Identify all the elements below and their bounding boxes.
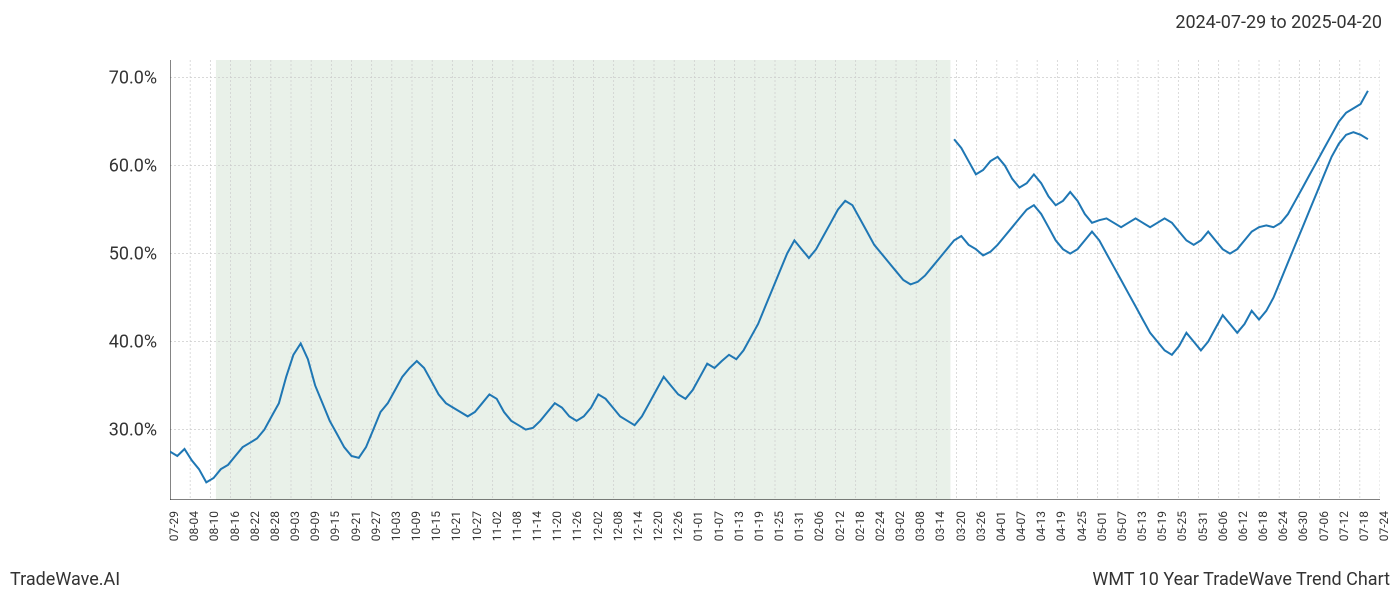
x-tick-label: 12-20 [651,511,665,541]
x-tick-label: 03-02 [893,511,907,541]
y-tick-label: 70.0% [109,67,157,88]
y-tick-label: 40.0% [109,331,157,352]
x-tick-label: 01-25 [772,511,786,541]
date-range-label: 2024-07-29 to 2025-04-20 [1175,12,1382,33]
x-tick-label: 06-18 [1256,511,1270,541]
x-tick-label: 06-12 [1236,511,1250,541]
x-tick-label: 12-14 [631,511,645,541]
footer-title: WMT 10 Year TradeWave Trend Chart [1092,569,1390,590]
x-tick-label: 05-25 [1175,511,1189,541]
x-tick-label: 11-26 [570,511,584,541]
x-tick-label: 03-14 [933,511,947,541]
chart-svg [170,60,1380,500]
x-tick-label: 05-31 [1196,511,1210,541]
x-tick-label: 02-06 [812,511,826,541]
x-tick-label: 05-07 [1115,511,1129,541]
x-tick-label: 02-12 [833,511,847,541]
x-tick-label: 01-07 [712,511,726,541]
x-tick-label: 12-08 [611,511,625,541]
x-tick-label: 08-22 [248,511,262,541]
x-tick-label: 08-04 [187,511,201,541]
x-tick-label: 05-01 [1095,511,1109,541]
x-tick-label: 04-13 [1034,511,1048,541]
y-axis: 30.0% 40.0% 50.0% 60.0% 70.0% [0,60,165,500]
x-tick-label: 09-03 [288,511,302,541]
x-tick-label: 11-02 [490,511,504,541]
x-tick-label: 05-19 [1155,511,1169,541]
x-tick-label: 07-24 [1377,511,1391,541]
x-tick-label: 04-07 [1014,511,1028,541]
y-tick-label: 60.0% [109,155,157,176]
x-tick-label: 07-12 [1337,511,1351,541]
x-tick-label: 12-02 [591,511,605,541]
x-tick-label: 10-03 [389,511,403,541]
x-tick-label: 01-19 [752,511,766,541]
y-tick-label: 30.0% [109,419,157,440]
x-tick-label: 08-16 [228,511,242,541]
x-tick-label: 09-21 [349,511,363,541]
x-tick-label: 07-18 [1357,511,1371,541]
x-tick-label: 01-31 [792,511,806,541]
footer-brand: TradeWave.AI [10,569,120,590]
y-tick-label: 50.0% [109,243,157,264]
x-tick-label: 06-24 [1276,511,1290,541]
x-tick-label: 07-29 [167,511,181,541]
x-tick-label: 09-27 [369,511,383,541]
x-tick-label: 08-28 [268,511,282,541]
x-tick-label: 08-10 [207,511,221,541]
x-axis: 07-29 08-04 08-10 08-16 08-22 08-28 09-03 09-09… [170,505,1380,565]
x-tick-label: 12-26 [671,511,685,541]
x-tick-label: 10-09 [409,511,423,541]
x-tick-label: 09-15 [328,511,342,541]
x-tick-label: 03-08 [913,511,927,541]
x-tick-label: 03-20 [954,511,968,541]
x-tick-label: 04-19 [1054,511,1068,541]
x-tick-label: 11-20 [550,511,564,541]
x-tick-label: 11-14 [530,511,544,541]
x-tick-label: 05-13 [1135,511,1149,541]
x-tick-label: 02-24 [873,511,887,541]
x-tick-label: 07-06 [1317,511,1331,541]
x-tick-label: 09-09 [308,511,322,541]
x-tick-label: 10-27 [470,511,484,541]
x-tick-label: 04-25 [1075,511,1089,541]
x-tick-label: 10-15 [429,511,443,541]
x-tick-label: 04-01 [994,511,1008,541]
x-tick-label: 03-26 [974,511,988,541]
x-tick-label: 06-06 [1216,511,1230,541]
x-tick-label: 02-18 [853,511,867,541]
chart-area [170,60,1380,500]
x-tick-label: 06-30 [1296,511,1310,541]
x-tick-label: 11-08 [510,511,524,541]
x-tick-label: 01-01 [691,511,705,541]
x-tick-label: 01-13 [732,511,746,541]
x-tick-label: 10-21 [449,511,463,541]
